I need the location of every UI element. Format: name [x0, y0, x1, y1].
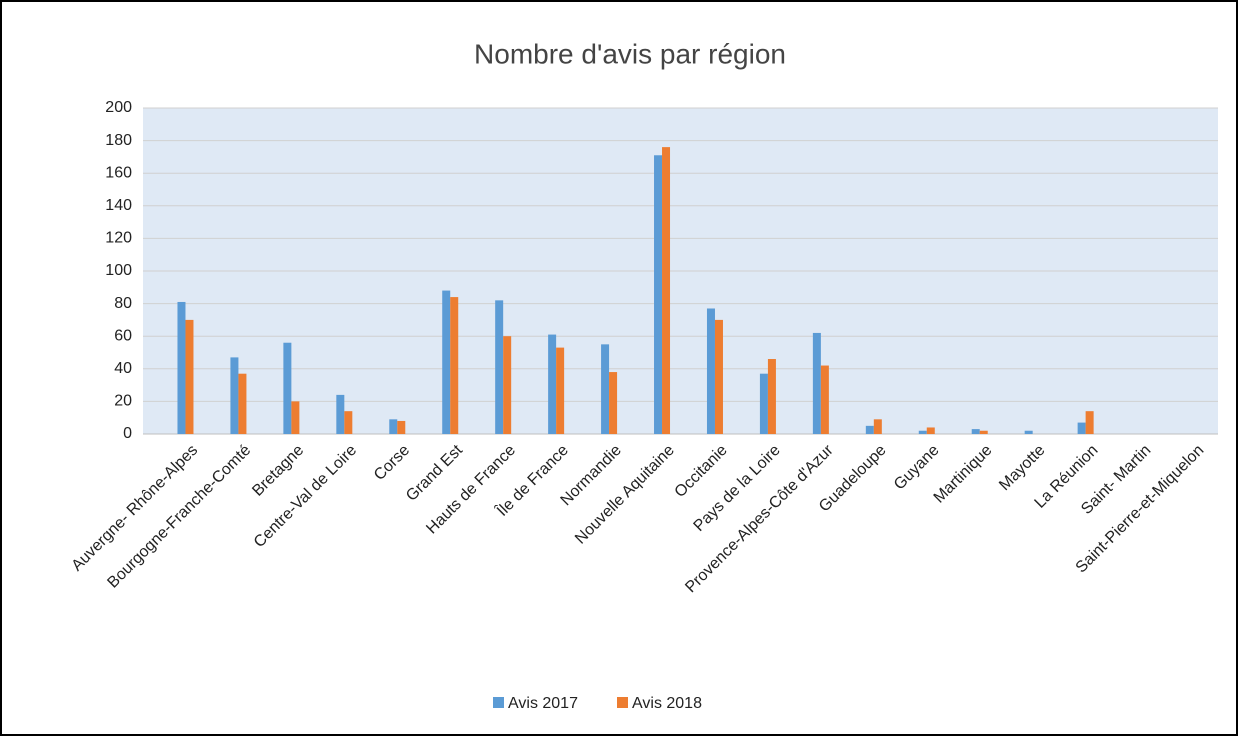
- chart-title: Nombre d'avis par région: [474, 38, 786, 69]
- bar: [283, 342, 292, 434]
- bar: [609, 372, 618, 434]
- bar: [601, 344, 610, 434]
- y-tick-label: 0: [123, 425, 132, 442]
- bar: [926, 427, 935, 434]
- bar: [177, 301, 186, 434]
- bar: [873, 419, 882, 434]
- y-tick-label: 40: [114, 360, 132, 377]
- bar: [654, 155, 663, 434]
- bar: [820, 365, 829, 434]
- bar: [389, 419, 398, 434]
- bar: [397, 420, 406, 434]
- bar: [767, 359, 776, 434]
- bar: [548, 334, 557, 434]
- bar: [291, 401, 300, 434]
- bar: [812, 332, 821, 434]
- bar: [706, 308, 715, 434]
- y-tick-label: 60: [114, 327, 132, 344]
- bar: [979, 430, 988, 434]
- bar: [971, 429, 980, 434]
- bar: [450, 297, 459, 434]
- bar: [1024, 430, 1033, 434]
- bar: [556, 347, 565, 434]
- bar: [865, 425, 874, 434]
- y-tick-label: 120: [105, 230, 132, 247]
- legend-swatch: [493, 697, 504, 708]
- bar: [662, 147, 671, 434]
- y-tick-label: 80: [114, 295, 132, 312]
- y-tick-label: 160: [105, 164, 132, 181]
- legend-label: Avis 2017: [508, 695, 578, 712]
- bar: [344, 411, 353, 434]
- legend-swatch: [617, 697, 628, 708]
- bar: [442, 290, 451, 434]
- y-tick-label: 20: [114, 393, 132, 410]
- bar: [185, 319, 194, 434]
- bar: [714, 319, 723, 434]
- bar: [336, 394, 345, 434]
- y-tick-label: 180: [105, 132, 132, 149]
- y-tick-label: 100: [105, 262, 132, 279]
- bar: [503, 336, 512, 434]
- bar: [1085, 411, 1094, 434]
- bar: [238, 373, 247, 434]
- y-tick-label: 140: [105, 197, 132, 214]
- bar: [230, 357, 239, 434]
- bar: [1077, 422, 1086, 434]
- bar: [759, 373, 768, 434]
- bar: [918, 430, 927, 434]
- y-tick-label: 200: [105, 99, 132, 116]
- bar: [495, 300, 504, 434]
- legend-label: Avis 2018: [632, 695, 702, 712]
